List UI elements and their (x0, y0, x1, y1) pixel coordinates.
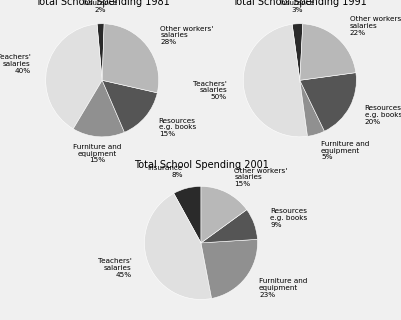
Text: Other workers'
salaries
22%: Other workers' salaries 22% (349, 16, 401, 36)
Text: Resources
e.g. books
20%: Resources e.g. books 20% (364, 105, 401, 125)
Text: Furniture and
equipment
5%: Furniture and equipment 5% (320, 141, 369, 160)
Wedge shape (200, 210, 257, 243)
Wedge shape (292, 24, 302, 80)
Wedge shape (200, 239, 257, 299)
Text: Furniture and
equipment
23%: Furniture and equipment 23% (259, 278, 307, 298)
Text: Teachers'
salaries
50%: Teachers' salaries 50% (192, 81, 227, 100)
Title: Total School Spending 2001: Total School Spending 2001 (133, 160, 268, 170)
Wedge shape (299, 73, 356, 131)
Text: Teachers'
salaries
45%: Teachers' salaries 45% (98, 258, 132, 277)
Wedge shape (45, 24, 102, 129)
Text: Other workers'
salaries
15%: Other workers' salaries 15% (234, 168, 287, 187)
Text: Teachers'
salaries
40%: Teachers' salaries 40% (0, 54, 30, 74)
Wedge shape (243, 24, 307, 137)
Text: Furniture and
equipment
15%: Furniture and equipment 15% (73, 144, 121, 164)
Title: Total School Spending 1981: Total School Spending 1981 (35, 0, 169, 7)
Wedge shape (299, 80, 324, 136)
Wedge shape (200, 186, 246, 243)
Text: Insurance
8%: Insurance 8% (147, 165, 182, 178)
Text: Resources
e.g. books
15%: Resources e.g. books 15% (158, 118, 195, 137)
Wedge shape (73, 80, 124, 137)
Wedge shape (97, 24, 104, 80)
Wedge shape (173, 186, 200, 243)
Wedge shape (102, 80, 157, 132)
Text: Insurance
2%: Insurance 2% (82, 0, 117, 13)
Wedge shape (299, 24, 355, 80)
Text: Insurance
3%: Insurance 3% (278, 0, 314, 13)
Wedge shape (144, 193, 211, 300)
Title: Total School Spending 1991: Total School Spending 1991 (232, 0, 366, 7)
Wedge shape (102, 24, 158, 93)
Text: Resources
e.g. books
9%: Resources e.g. books 9% (269, 208, 307, 228)
Text: Other workers'
salaries
28%: Other workers' salaries 28% (160, 26, 213, 45)
